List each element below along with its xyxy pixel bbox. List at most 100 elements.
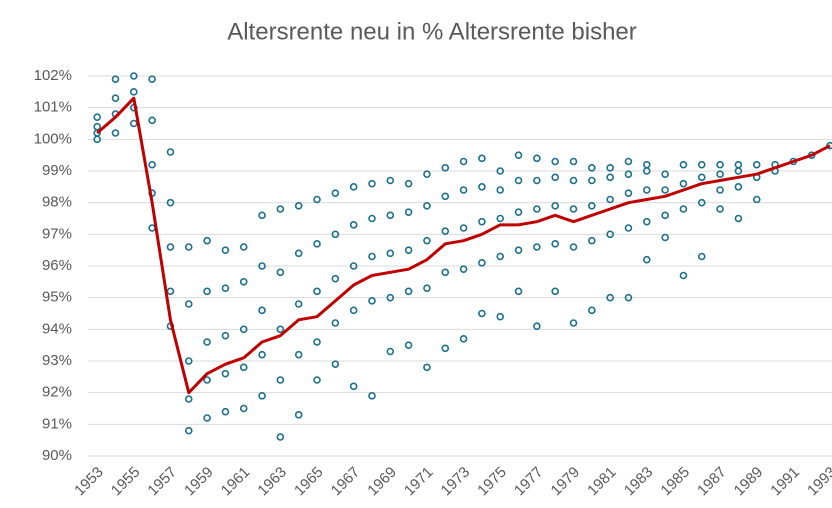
point (203, 376, 211, 384)
point (624, 293, 633, 302)
point (478, 154, 486, 163)
point (606, 195, 614, 204)
point (148, 116, 156, 125)
point (496, 214, 505, 223)
point (551, 287, 559, 296)
point (734, 160, 743, 169)
point (642, 217, 651, 226)
point (459, 265, 468, 273)
point (258, 350, 266, 359)
y-tick-label: 98% (42, 194, 72, 211)
point (258, 306, 266, 315)
point (349, 262, 358, 270)
point (276, 205, 285, 213)
y-tick-label: 97% (42, 225, 72, 242)
point (642, 186, 651, 194)
point (606, 293, 614, 302)
point (423, 284, 431, 292)
point (588, 176, 596, 185)
point (441, 344, 450, 353)
y-tick-label: 92% (42, 384, 72, 401)
point (496, 186, 505, 194)
point (533, 205, 541, 213)
point (569, 319, 578, 327)
point (386, 293, 395, 302)
point (569, 205, 578, 213)
point (111, 129, 120, 137)
x-tick-label: 1973 (438, 464, 474, 500)
point (130, 119, 138, 128)
point (184, 357, 193, 365)
point (239, 363, 248, 372)
point (459, 186, 468, 194)
point (166, 148, 175, 156)
point (349, 306, 358, 315)
point (533, 154, 541, 163)
point (679, 205, 688, 213)
y-tick-label: 102% (34, 67, 72, 84)
point (478, 259, 486, 267)
point (221, 284, 230, 292)
x-tick-label: 1971 (401, 464, 437, 500)
x-tick-label: 1953 (71, 464, 107, 500)
point (93, 113, 101, 121)
point (697, 173, 706, 182)
x-tick-label: 1987 (694, 464, 730, 500)
point (331, 274, 340, 283)
point (661, 211, 669, 220)
point (697, 252, 706, 261)
point (404, 246, 413, 254)
x-tick-label: 1977 (511, 464, 547, 500)
point (331, 189, 340, 197)
point (404, 287, 413, 296)
y-tick-label: 94% (42, 320, 72, 337)
point (221, 246, 230, 254)
x-tick-label: 1979 (548, 464, 584, 500)
point (404, 341, 413, 349)
x-tick-label: 1981 (584, 464, 620, 500)
point (752, 160, 761, 169)
point (569, 176, 578, 185)
point (148, 160, 156, 169)
x-tick-label: 1991 (767, 464, 803, 500)
point (588, 164, 596, 172)
point (276, 268, 285, 277)
point (313, 195, 321, 204)
y-tick-label: 91% (42, 415, 72, 432)
point (478, 183, 486, 191)
point (441, 164, 450, 172)
x-tick-label: 1955 (108, 464, 144, 500)
x-tick-label: 1983 (621, 464, 657, 500)
point (533, 176, 541, 185)
point (221, 331, 230, 340)
point (752, 195, 761, 204)
x-tick-label: 1961 (218, 464, 254, 500)
point (423, 363, 431, 372)
point (368, 297, 376, 305)
point (239, 243, 248, 251)
point (368, 179, 376, 188)
point (716, 170, 724, 178)
x-tick-label: 1989 (731, 464, 767, 500)
point (313, 338, 321, 346)
point (203, 287, 211, 296)
point (294, 300, 303, 308)
point (239, 404, 248, 413)
point (679, 271, 688, 280)
point (166, 198, 175, 207)
y-tick-label: 93% (42, 352, 72, 369)
point (661, 233, 669, 242)
point (606, 164, 614, 172)
y-tick-label: 96% (42, 257, 72, 274)
x-tick-label: 1975 (474, 464, 510, 500)
point (496, 312, 505, 321)
point (441, 227, 450, 235)
point (478, 217, 486, 226)
point (276, 376, 285, 384)
point (130, 88, 138, 96)
point (514, 246, 523, 254)
point (166, 243, 175, 251)
point (716, 160, 724, 169)
point (514, 151, 523, 159)
point (588, 236, 596, 245)
